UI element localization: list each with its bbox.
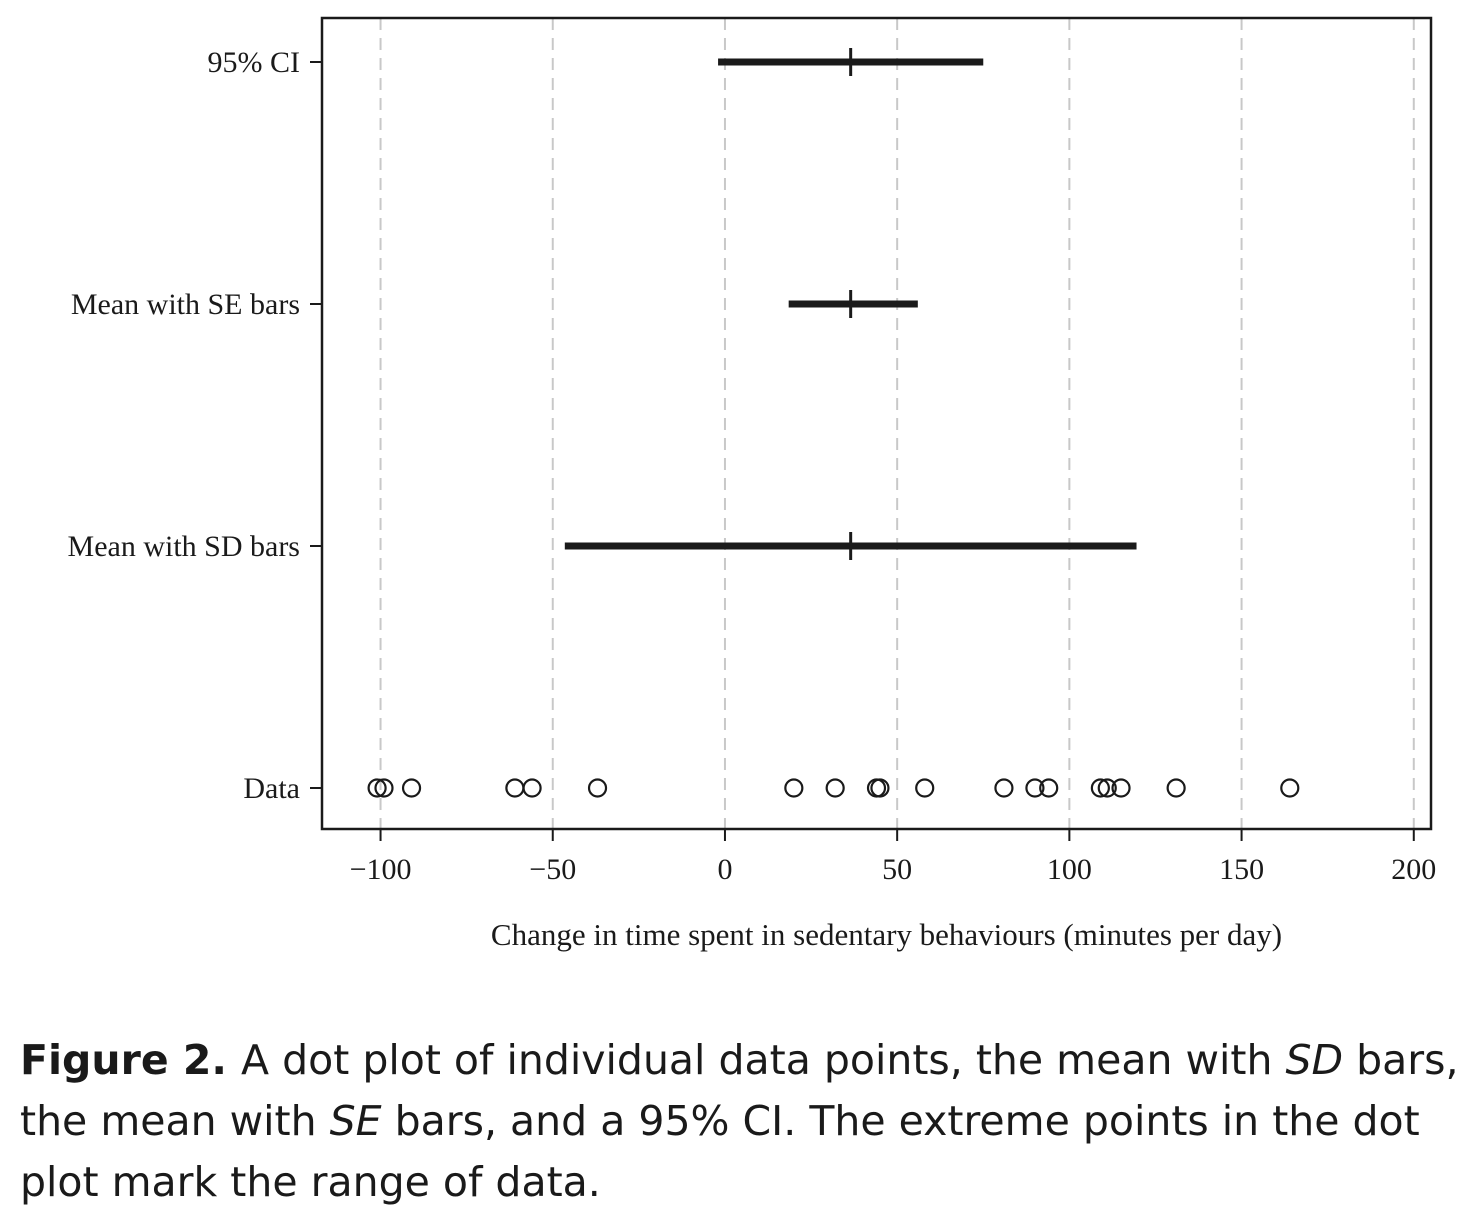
data-point — [825, 778, 845, 798]
interval-bars — [564, 48, 1137, 560]
data-points — [367, 778, 1300, 798]
data-point — [870, 778, 890, 798]
data-point — [994, 778, 1014, 798]
data-point — [1166, 778, 1186, 798]
caption-sd: SD — [1285, 1036, 1344, 1084]
caption-text-3: bars, and a 95% CI. The extreme points i… — [20, 1097, 1420, 1206]
plot-frame — [320, 16, 1433, 831]
data-point — [401, 778, 422, 798]
chart-svg: 95% CI Mean with SE bars Mean with SD bars… — [68, 16, 1436, 952]
data-point — [784, 778, 804, 798]
data-point — [1039, 778, 1059, 798]
caption-text-2: bars, the mean with — [20, 1036, 1459, 1145]
data-point — [587, 778, 608, 798]
x-tick-label: −50 — [529, 853, 576, 886]
x-tick-label: 100 — [1047, 853, 1092, 886]
x-axis-label: Change in time spent in sedentary behavi… — [491, 917, 1282, 952]
y-tick-label: Mean with SE bars — [71, 288, 300, 321]
data-point — [367, 778, 387, 798]
x-axis: −100 −50 0 50 100 150 200 — [350, 829, 1436, 886]
data-point — [1280, 778, 1300, 798]
x-tick-label: 0 — [717, 853, 732, 886]
data-point — [1111, 778, 1131, 798]
x-tick-label: 50 — [882, 853, 912, 886]
data-point — [1097, 778, 1117, 798]
x-tick-label: 150 — [1219, 853, 1264, 886]
caption-text-1: A dot plot of individual data points, th… — [241, 1036, 1286, 1084]
y-axis: 95% CI Mean with SE bars Mean with SD bars… — [68, 46, 322, 805]
caption-se: SE — [329, 1097, 382, 1145]
y-tick-label: 95% CI — [208, 46, 301, 79]
data-point — [915, 778, 935, 798]
figure-caption: Figure 2. A dot plot of individual data p… — [20, 1030, 1460, 1213]
gridlines — [379, 18, 1415, 829]
data-point — [374, 778, 394, 798]
data-point — [505, 778, 525, 798]
x-tick-label: −100 — [350, 853, 412, 886]
figure-label: Figure 2. — [20, 1036, 228, 1084]
x-tick-label: 200 — [1391, 853, 1436, 886]
data-point — [1090, 778, 1110, 798]
y-tick-label: Mean with SD bars — [68, 530, 300, 563]
dot-plot-chart: 95% CI Mean with SE bars Mean with SD bars… — [68, 16, 1436, 952]
data-point — [522, 778, 542, 798]
y-tick-label: Data — [243, 772, 300, 805]
data-point — [1025, 778, 1045, 798]
